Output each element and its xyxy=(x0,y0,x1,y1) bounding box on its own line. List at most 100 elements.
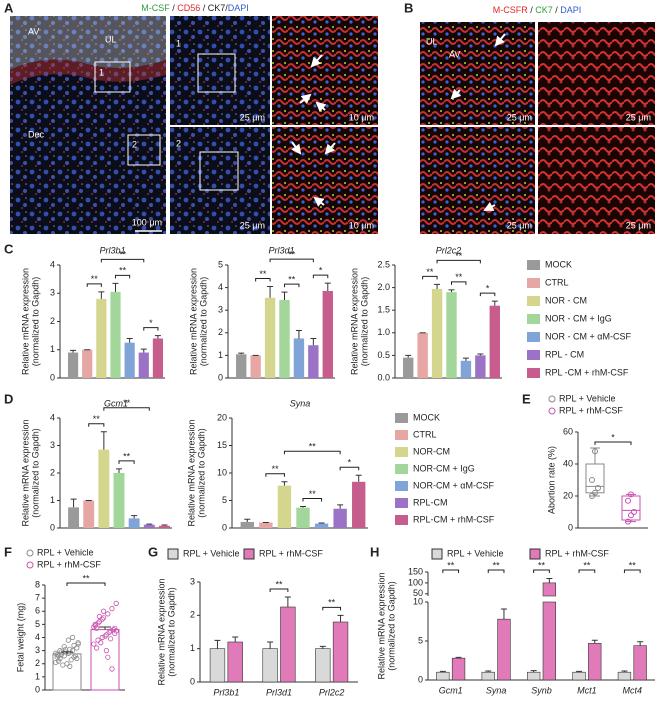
legend-swatch xyxy=(167,548,179,560)
significance-bracket xyxy=(451,281,467,285)
x-tick-label: Prl2c2 xyxy=(319,687,345,697)
label: UL xyxy=(426,36,438,46)
error-bar xyxy=(295,330,302,339)
significance-label: ** xyxy=(93,414,101,424)
significance-label: ** xyxy=(447,560,455,570)
error-bar xyxy=(500,608,507,620)
y-axis-label: (normalized to Gapdh) xyxy=(30,428,40,518)
significance-bracket xyxy=(103,407,150,411)
error-bar xyxy=(318,522,325,524)
significance-bracket xyxy=(594,441,632,445)
error-bar xyxy=(140,348,147,353)
panel-letter: F xyxy=(4,544,12,559)
bar xyxy=(96,298,107,378)
significance-bracket xyxy=(115,274,131,279)
box xyxy=(621,495,641,521)
error-bar xyxy=(319,645,326,649)
legend-label: NOR-CM + αM-CSF xyxy=(413,480,494,490)
label: 1 xyxy=(176,38,181,48)
point xyxy=(94,645,100,651)
legend-marker xyxy=(548,407,556,415)
bar xyxy=(322,290,333,378)
significance-label: ** xyxy=(309,489,317,499)
y-tick-label: 0 xyxy=(218,372,223,382)
error-bar xyxy=(244,518,251,522)
y-tick-label: 5 xyxy=(222,495,227,505)
error-bar xyxy=(355,474,362,482)
y-axis-label: Relative mRNA expression xyxy=(188,268,198,375)
bar xyxy=(236,354,247,378)
panel-letter: D xyxy=(4,391,13,406)
point xyxy=(70,648,76,654)
bar xyxy=(124,342,135,378)
legend-label: RPL - CM xyxy=(545,349,584,359)
point xyxy=(595,485,601,491)
point xyxy=(61,644,67,650)
significance-bracket xyxy=(312,274,329,279)
legend-marker xyxy=(26,549,34,557)
bar xyxy=(431,288,443,378)
error-bar xyxy=(154,335,161,339)
bar xyxy=(446,292,457,378)
y-tick-label: 2 xyxy=(50,316,55,326)
bar xyxy=(113,473,125,528)
point xyxy=(625,518,631,525)
y-axis-label: Relative mRNA expression xyxy=(20,419,30,526)
scale-label: 25 μm xyxy=(240,220,265,230)
y-tick-label: 10 xyxy=(217,467,227,477)
chart-title: Prl3d1 xyxy=(268,245,294,255)
error-bar xyxy=(146,523,153,525)
significance-bracket xyxy=(86,283,102,287)
bar xyxy=(262,648,278,683)
bar xyxy=(526,671,541,681)
y-axis-label: (normalized to Gapdh) xyxy=(386,581,396,671)
chart-title: Gcm1 xyxy=(104,398,128,408)
bar xyxy=(315,648,331,683)
y-axis-label: (normalized to Gapdh) xyxy=(198,277,208,367)
error-bar xyxy=(238,352,245,355)
panel-letter: G xyxy=(148,544,158,559)
bar xyxy=(128,518,140,528)
significance-label: ** xyxy=(455,251,463,261)
y-tick-label: 1 xyxy=(35,671,40,681)
micrograph xyxy=(272,127,378,234)
point xyxy=(109,666,115,672)
significance-bracket xyxy=(436,259,481,264)
legend-label: RPL-CM + rhM-CSF xyxy=(413,514,495,524)
scale-label: 100 μm xyxy=(132,217,162,227)
y-tick-label: 1 xyxy=(218,350,223,360)
point xyxy=(112,630,118,637)
point xyxy=(109,606,115,612)
significance-label: * xyxy=(348,458,352,468)
legend-swatch xyxy=(527,278,540,288)
bar xyxy=(332,621,349,683)
y-tick-label: 2 xyxy=(218,327,223,337)
error-bar xyxy=(485,670,492,673)
point xyxy=(92,623,98,629)
legend-label: RPL + Vehicle xyxy=(183,548,239,558)
y-tick-label: 150 xyxy=(408,566,423,576)
y-tick-label: 1 xyxy=(190,643,195,653)
scale-label: 10 μm xyxy=(349,220,374,230)
bar xyxy=(296,507,310,528)
bar xyxy=(542,582,557,597)
label: Dec xyxy=(28,129,45,139)
x-tick-label: Prl3d1 xyxy=(266,687,292,697)
significance-label: ** xyxy=(272,464,280,474)
bar xyxy=(82,349,93,378)
significance-bracket xyxy=(533,569,550,573)
significance-bracket xyxy=(302,498,323,502)
bar xyxy=(264,297,276,378)
legend-label: RPL -CM + rhM-CSF xyxy=(545,367,629,377)
chart-title: Prl3b1 xyxy=(99,245,125,255)
significance-label: * xyxy=(149,318,153,328)
significance-label: ** xyxy=(309,442,317,452)
legend-swatch xyxy=(527,314,540,324)
bar xyxy=(572,671,586,681)
scale-label: 25 μm xyxy=(240,112,265,122)
significance-label: ** xyxy=(119,266,127,276)
legend-swatch xyxy=(395,413,408,423)
legend-label: RPL + rhM-CSF xyxy=(259,548,323,558)
legend-label: RPL-CM xyxy=(413,497,448,507)
micrograph xyxy=(420,22,535,125)
